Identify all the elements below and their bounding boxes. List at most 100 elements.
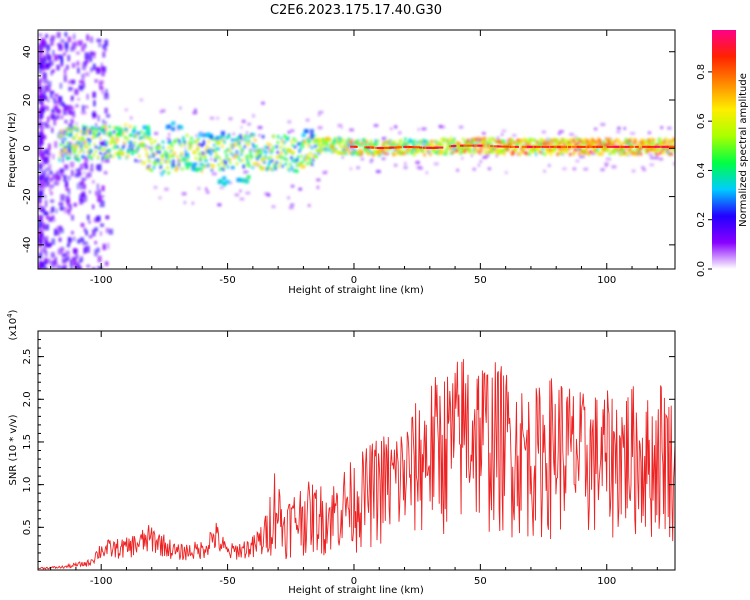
heatmap-cell bbox=[559, 151, 563, 156]
heatmap-cell bbox=[248, 148, 253, 152]
heatmap-cell bbox=[74, 172, 80, 178]
heatmap-cell bbox=[662, 151, 665, 155]
heatmap-cell bbox=[410, 151, 414, 155]
heatmap-cell bbox=[60, 129, 64, 133]
heatmap-cell bbox=[87, 143, 91, 147]
heatmap-cell bbox=[56, 264, 61, 269]
heatmap-cell bbox=[588, 142, 591, 147]
heatmap-cell bbox=[543, 139, 547, 143]
heatmap-cell bbox=[317, 151, 321, 155]
heatmap-cell bbox=[476, 141, 480, 146]
heatmap-cell bbox=[181, 167, 184, 171]
heatmap-cell bbox=[129, 116, 133, 120]
heatmap-cell bbox=[126, 137, 130, 141]
heatmap-cell bbox=[659, 157, 664, 161]
heatmap-cell bbox=[176, 155, 180, 159]
heatmap-cell bbox=[107, 152, 110, 156]
heatmap-cell bbox=[77, 136, 81, 141]
heatmap-cell bbox=[148, 159, 151, 163]
snr-ytick-label: 0.5 bbox=[22, 519, 33, 535]
heatmap-cell bbox=[331, 150, 334, 154]
heatmap-cell bbox=[219, 138, 223, 142]
heatmap-cell bbox=[270, 149, 274, 153]
heatmap-cell bbox=[301, 142, 305, 146]
heatmap-cell bbox=[463, 149, 466, 154]
heatmap-cell bbox=[535, 140, 539, 144]
heatmap-cell bbox=[266, 193, 271, 197]
heatmap-cell bbox=[86, 264, 91, 268]
heatmap-cell bbox=[267, 163, 271, 167]
heatmap-cell bbox=[43, 105, 47, 110]
heatmap-cell bbox=[132, 143, 135, 148]
heatmap-cell bbox=[99, 140, 103, 147]
heatmap-cell bbox=[347, 144, 350, 148]
heatmap-cell bbox=[166, 156, 169, 160]
heatmap-cell bbox=[59, 82, 63, 89]
heatmap-cell bbox=[98, 131, 101, 136]
heatmap-cell bbox=[73, 143, 78, 150]
heatmap-cell bbox=[647, 131, 651, 135]
heatmap-cell bbox=[235, 153, 240, 157]
heatmap-cell bbox=[660, 126, 664, 130]
heatmap-cell bbox=[488, 137, 491, 141]
heatmap-cell bbox=[71, 44, 77, 50]
heatmap-cell bbox=[75, 104, 79, 108]
heatmap-cell bbox=[268, 143, 272, 147]
heatmap-cell bbox=[178, 159, 182, 163]
heatmap-cell bbox=[74, 41, 78, 47]
heatmap-cell bbox=[198, 142, 201, 146]
heatmap-cell bbox=[423, 153, 426, 157]
heatmap-cell bbox=[153, 139, 157, 143]
heatmap-cell bbox=[184, 153, 188, 157]
heatmap-cell bbox=[574, 143, 578, 147]
heatmap-cell bbox=[470, 153, 474, 157]
heatmap-cell bbox=[347, 146, 350, 150]
heatmap-cell bbox=[587, 139, 590, 143]
heatmap-cell bbox=[43, 211, 48, 215]
heatmap-cell bbox=[92, 204, 95, 210]
heatmap-cell bbox=[639, 152, 643, 156]
heatmap-cell bbox=[220, 136, 224, 140]
heatmap-cell bbox=[231, 146, 234, 150]
heatmap-cell bbox=[557, 144, 561, 148]
heatmap-cell bbox=[480, 149, 483, 153]
heatmap-cell bbox=[143, 132, 147, 136]
heatmap-cell bbox=[300, 154, 304, 158]
heatmap-cell bbox=[397, 144, 400, 148]
heatmap-cell bbox=[63, 137, 67, 141]
heatmap-cell bbox=[186, 152, 190, 157]
heatmap-cell bbox=[44, 261, 48, 265]
heatmap-cell bbox=[67, 133, 70, 137]
heatmap-cell bbox=[159, 163, 163, 168]
heatmap-cell bbox=[629, 139, 632, 143]
heatmap-cell bbox=[271, 205, 276, 209]
heatmap-cell bbox=[91, 180, 95, 184]
heatmap-cell bbox=[501, 149, 505, 153]
heatmap-cell bbox=[616, 138, 620, 143]
heatmap-cell bbox=[642, 145, 649, 148]
heatmap-cell bbox=[42, 72, 47, 80]
heatmap-cell bbox=[73, 248, 77, 255]
heatmap-cell bbox=[39, 113, 44, 119]
heatmap-xtick-label: 100 bbox=[597, 275, 616, 286]
heatmap-cell bbox=[42, 67, 45, 73]
heatmap-cell bbox=[63, 130, 67, 134]
heatmap-cell bbox=[150, 142, 153, 146]
heatmap-cell bbox=[42, 95, 48, 101]
heatmap-cell bbox=[86, 137, 90, 142]
heatmap-cell bbox=[611, 141, 614, 146]
heatmap-cell bbox=[82, 150, 86, 154]
heatmap-cell bbox=[496, 136, 500, 140]
heatmap-cell bbox=[661, 142, 664, 147]
heatmap-cell bbox=[76, 51, 80, 55]
heatmap-cell bbox=[63, 68, 67, 75]
heatmap-cell bbox=[523, 138, 527, 142]
heatmap-cell bbox=[241, 147, 244, 152]
heatmap-cell bbox=[389, 139, 392, 143]
heatmap-cell bbox=[162, 153, 166, 157]
heatmap-cell bbox=[252, 114, 255, 118]
heatmap-cell bbox=[378, 147, 384, 150]
heatmap-cell bbox=[102, 243, 107, 251]
heatmap-cell bbox=[649, 163, 655, 167]
heatmap-cell bbox=[355, 139, 358, 144]
